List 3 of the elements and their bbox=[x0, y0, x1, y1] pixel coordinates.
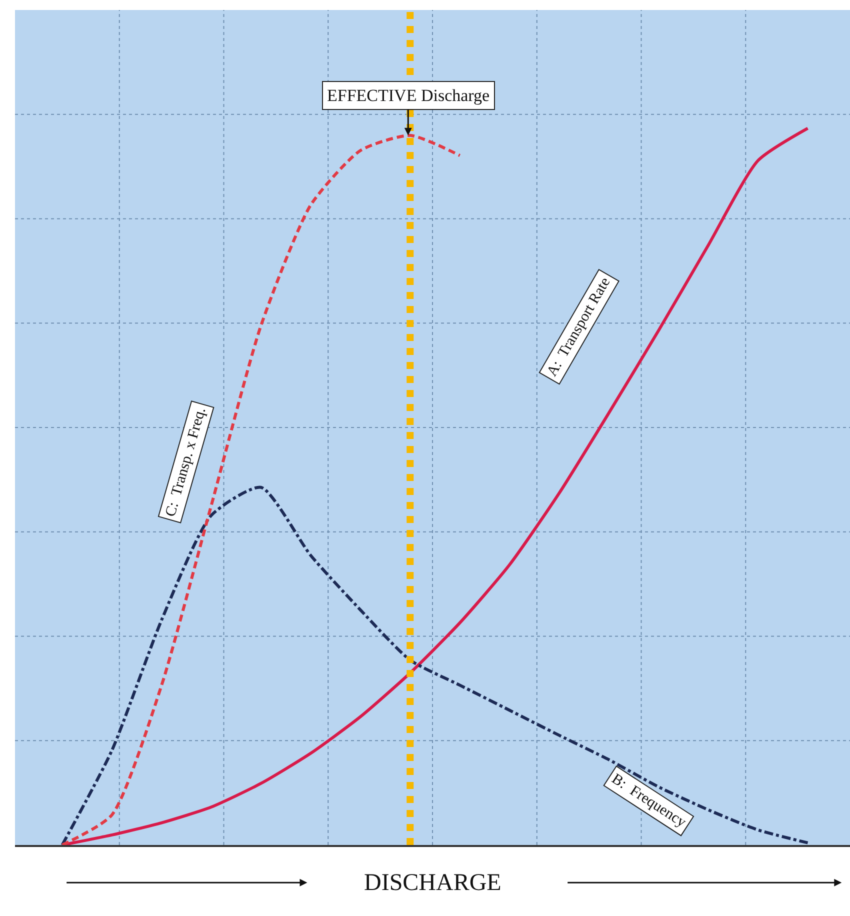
text: EFFECTIVE Discharge bbox=[327, 86, 490, 105]
x-axis-title: DISCHARGE bbox=[364, 870, 502, 896]
text: C: Transp. x Freq. bbox=[162, 406, 210, 518]
